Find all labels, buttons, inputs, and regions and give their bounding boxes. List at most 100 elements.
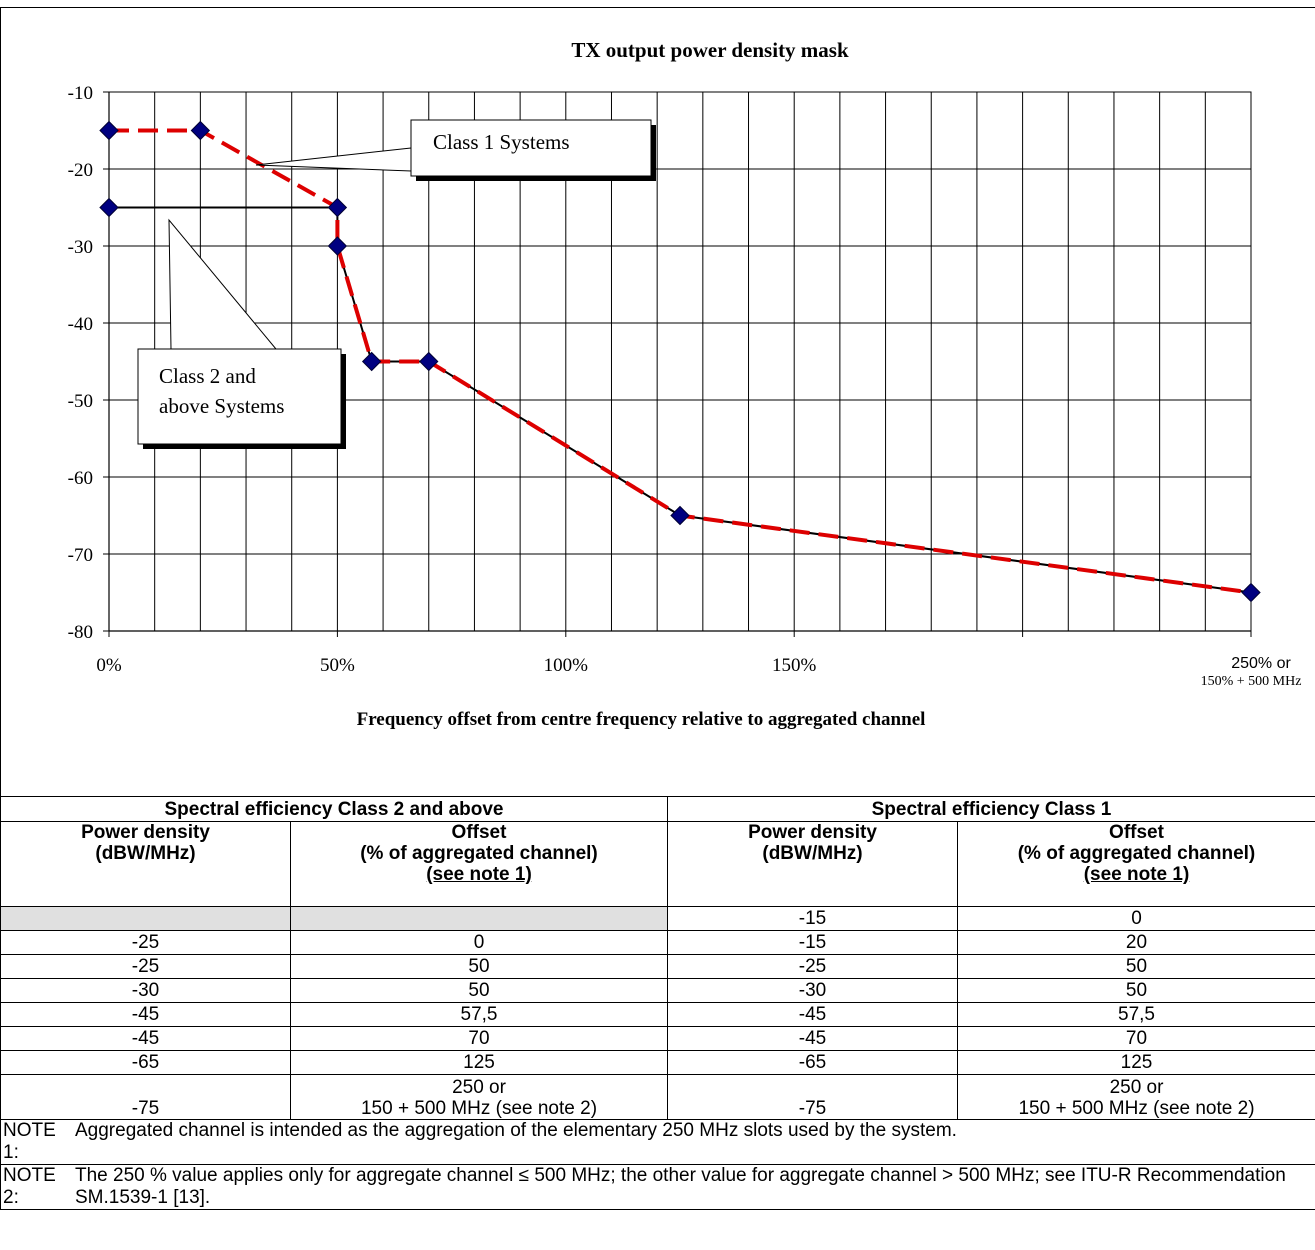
data-marker-diamond [1241, 582, 1261, 603]
table-cell: 0 [290, 930, 668, 955]
table-column-header-row: Power density (dBW/MHz) Offset (% of agg… [0, 821, 1315, 907]
data-markers [99, 120, 1261, 603]
note-label: NOTE 2: [3, 1165, 56, 1209]
table-note-row: NOTE 1: Aggregated channel is intended a… [0, 1119, 1315, 1165]
col-header-line: Offset [451, 822, 507, 844]
series-line-class1 [109, 128, 1252, 595]
col-header-line: Power density [748, 822, 877, 844]
col-header-line: (dBW/MHz) [95, 843, 196, 864]
cell-line: 150 + 500 MHz (see note 2) [360, 1098, 598, 1119]
col-header-line: (% of aggregated channel) [1017, 843, 1256, 864]
note-label: NOTE 1: [3, 1120, 56, 1164]
y-tick-label: -50 [68, 391, 93, 412]
table-cell: 125 [957, 1050, 1315, 1075]
table-cell: 0 [957, 906, 1315, 931]
table-cell: -45 [0, 1026, 291, 1051]
table-cell: 57,5 [957, 1002, 1315, 1027]
col-header-offset: Offset (% of aggregated channel) (see no… [957, 821, 1315, 907]
table-row: -75 250 or 150 + 500 MHz (see note 2) -7… [0, 1074, 1315, 1120]
table-row: -45 70 -45 70 [0, 1026, 1315, 1051]
note-text: The 250 % value applies only for aggrega… [75, 1165, 1286, 1209]
table-cell [0, 906, 291, 931]
data-marker-diamond [190, 120, 211, 141]
col-header-line: (see note 1) [1083, 864, 1190, 885]
y-tick-label: -20 [68, 160, 93, 181]
table-cell: -75 [667, 1074, 958, 1120]
table-row: -65 125 -65 125 [0, 1050, 1315, 1075]
table-cell: 50 [957, 978, 1315, 1003]
cell-line: 250 or [1109, 1077, 1164, 1098]
table-cell: -25 [0, 954, 291, 979]
table-cell: -25 [0, 930, 291, 955]
spectral-efficiency-table: Spectral efficiency Class 2 and above Sp… [0, 796, 1315, 1210]
axes: -10 -20 -30 -40 -50 -60 -70 -800% 50% 100% 150% 250… [68, 83, 1302, 689]
table-cell: 20 [957, 930, 1315, 955]
cell-line: 250 or [452, 1077, 506, 1098]
callout-class2-text: above Systems [159, 394, 284, 418]
data-marker-diamond [419, 351, 439, 372]
data-marker-diamond [327, 236, 348, 256]
table-cell: 50 [957, 954, 1315, 979]
data-marker-diamond [99, 197, 119, 218]
power-density-chart: TX output power density mask -10 -20 -30 -4… [68, 38, 1302, 730]
x-tick-label: 250% or [1231, 655, 1291, 672]
table-cell: -65 [0, 1050, 291, 1075]
data-marker-diamond [327, 197, 348, 218]
x-tick-label: 0% [96, 655, 122, 676]
table-group-header-row: Spectral efficiency Class 2 and above Sp… [0, 796, 1315, 822]
table-cell: 250 or 150 + 500 MHz (see note 2) [290, 1074, 668, 1120]
table-cell: -15 [667, 930, 958, 955]
note-2: NOTE 2: The 250 % value applies only for… [0, 1164, 1315, 1210]
table-cell: -45 [667, 1002, 958, 1027]
table-note-row: NOTE 2: The 250 % value applies only for… [0, 1164, 1315, 1210]
table-row: -15 0 [0, 906, 1315, 931]
table-row: -25 50 -25 50 [0, 954, 1315, 979]
data-marker-diamond [99, 120, 119, 141]
x-tick-label: 150% [772, 655, 817, 676]
table-row: -30 50 -30 50 [0, 978, 1315, 1003]
annotations: Class 1 Systems Class 2 and above Systems [137, 119, 656, 449]
table-cell: 50 [290, 978, 668, 1003]
table-cell: -30 [667, 978, 958, 1003]
group-header-class1: Spectral efficiency Class 1 [667, 796, 1315, 822]
note-1: NOTE 1: Aggregated channel is intended a… [0, 1119, 1315, 1165]
y-tick-label: -80 [68, 622, 93, 643]
col-header-offset: Offset (% of aggregated channel) (see no… [290, 821, 668, 907]
chart-title: TX output power density mask [571, 38, 849, 62]
table-cell: 250 or 150 + 500 MHz (see note 2) [957, 1074, 1315, 1120]
y-tick-label: -40 [68, 314, 93, 335]
x-tick-label: 100% [544, 655, 589, 676]
table-row: -25 0 -15 20 [0, 930, 1315, 955]
callout-class2-text: Class 2 and [159, 364, 256, 388]
callout-class1-box [410, 119, 652, 177]
data-marker-diamond [670, 505, 690, 526]
x-tick-label: 50% [320, 655, 355, 676]
table-cell: -15 [667, 906, 958, 931]
table-cell: -45 [667, 1026, 958, 1051]
col-header-line: (dBW/MHz) [762, 843, 863, 864]
col-header-line: Offset [1109, 822, 1164, 844]
y-tick-label: -10 [68, 83, 93, 104]
callout-class1-pointer [255, 147, 412, 172]
col-header-line: Power density [81, 822, 210, 844]
table-cell: -30 [0, 978, 291, 1003]
cell-line: 150 + 500 MHz (see note 2) [1018, 1098, 1255, 1119]
callout-class1-text: Class 1 Systems [433, 130, 570, 154]
table-cell: 57,5 [290, 1002, 668, 1027]
y-tick-label: -70 [68, 545, 93, 566]
table-cell: -45 [0, 1002, 291, 1027]
x-tick-sublabel: 150% + 500 MHz [1201, 674, 1302, 689]
table-row: -45 57,5 -45 57,5 [0, 1002, 1315, 1027]
table-cell: 70 [290, 1026, 668, 1051]
callout-class2-box [137, 348, 342, 445]
data-marker-diamond [361, 351, 382, 372]
table-cell: -25 [667, 954, 958, 979]
note-text: Aggregated channel is intended as the ag… [75, 1120, 957, 1142]
chart-container: TX output power density mask -10 -20 -30 -4… [0, 7, 1315, 797]
callout-class2-pointer [168, 218, 278, 350]
group-header-class2: Spectral efficiency Class 2 and above [0, 796, 668, 822]
table-cell: -65 [667, 1050, 958, 1075]
table-cell: 125 [290, 1050, 668, 1075]
col-header-line: (see note 1) [426, 864, 532, 885]
